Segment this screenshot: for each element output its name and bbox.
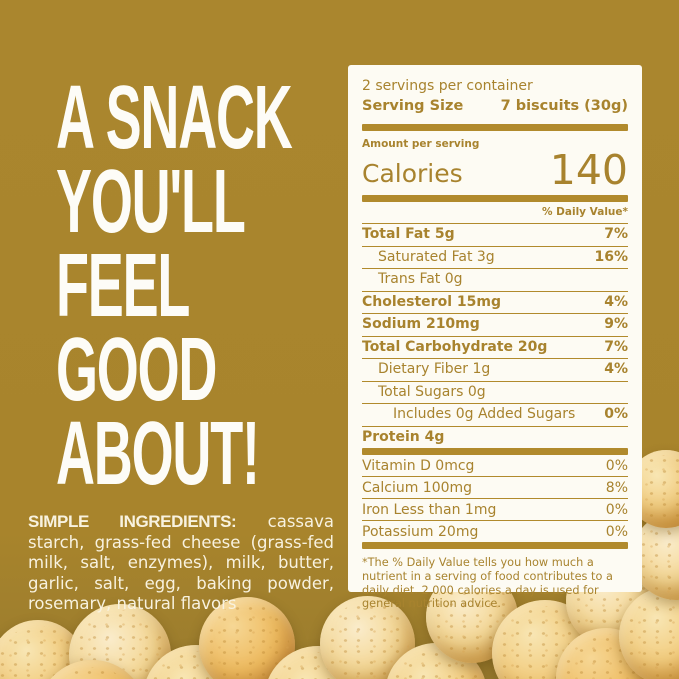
vitamin-row: Potassium 20mg 0% (362, 520, 628, 542)
nutrition-row-label: Dietary Fiber 1g (378, 361, 491, 378)
divider-bar-thick (362, 542, 628, 549)
nutrition-row-value: 4% (604, 361, 628, 378)
nutrition-row: Protein 4g (362, 425, 628, 449)
divider-bar-thick (362, 124, 628, 131)
amount-per-serving-label: Amount per serving (362, 138, 480, 150)
nutrition-row: Trans Fat 0g (362, 268, 628, 291)
nutrition-row: Includes 0g Added Sugars 0% (362, 403, 628, 426)
servings-per-container: 2 servings per container (362, 78, 533, 94)
vitamin-row: Iron Less than 1mg 0% (362, 498, 628, 520)
serving-size-value: 7 biscuits (30g) (500, 98, 628, 114)
divider-bar-thick (362, 195, 628, 202)
nutrition-facts-card: 2 servings per container Serving Size 7 … (348, 65, 642, 610)
nutrition-row-value: 9% (604, 316, 628, 333)
ingredients-label: SIMPLE INGREDIENTS: (28, 512, 237, 531)
nutrition-row: Total Carbohydrate 20g 7% (362, 335, 628, 359)
nutrition-row-label: Sodium 210mg (362, 316, 480, 333)
nutrition-row: Saturated Fat 3g 16% (362, 245, 628, 269)
daily-value-header: % Daily Value* (542, 206, 628, 218)
ingredients-paragraph: SIMPLE INGREDIENTS: cassava starch, gras… (28, 512, 334, 615)
nutrition-row-value: 7% (604, 226, 628, 243)
vitamin-row-value: 0% (605, 523, 628, 540)
biscuit-photo (69, 604, 171, 679)
nutrition-row-label: Total Fat 5g (362, 226, 455, 243)
serving-size-row: Serving Size 7 biscuits (30g) (362, 96, 628, 116)
calories-label: Calories (362, 159, 463, 188)
calories-row: Calories 140 (362, 146, 628, 194)
vitamin-row-label: Calcium 100mg (362, 479, 473, 496)
vitamin-row-label: Potassium 20mg (362, 523, 479, 540)
headline-line: ABOUT! (56, 404, 260, 504)
nutrition-row-label: Cholesterol 15mg (362, 293, 501, 310)
headline-line: FEEL (56, 236, 190, 336)
nutrition-row: Total Fat 5g 7% (362, 223, 628, 246)
nutrition-row: Dietary Fiber 1g 4% (362, 358, 628, 381)
daily-value-footnote: *The % Daily Value tells you how much a … (362, 556, 613, 611)
serving-size-label: Serving Size (362, 98, 464, 114)
nutrition-row: Cholesterol 15mg 4% (362, 290, 628, 314)
ingredients-text: cassava starch, grass-fed cheese (grass-… (28, 512, 335, 614)
nutrition-row-label: Includes 0g Added Sugars (393, 406, 576, 423)
calories-value: 140 (549, 146, 628, 194)
nutrition-row-label: Trans Fat 0g (378, 271, 463, 288)
vitamin-row: Calcium 100mg 8% (362, 476, 628, 498)
nutrition-row-label: Total Carbohydrate 20g (362, 338, 548, 355)
nutrition-row-value: 4% (604, 293, 628, 310)
nutrition-row-label: Total Sugars 0g (378, 383, 486, 400)
nutrition-row: Sodium 210mg 9% (362, 313, 628, 336)
headline-line: GOOD (56, 320, 217, 420)
nutrition-row-value: 16% (594, 248, 628, 265)
nutrition-row: Total Sugars 0g (362, 380, 628, 404)
vitamin-row-label: Iron Less than 1mg (362, 501, 497, 518)
vitamin-row: Vitamin D 0mcg 0% (362, 455, 628, 476)
vitamin-row-label: Vitamin D 0mcg (362, 457, 475, 474)
nutrition-row-value: 0% (604, 406, 628, 423)
nutrition-row-label: Saturated Fat 3g (378, 248, 495, 265)
vitamin-row-value: 0% (605, 501, 628, 518)
nutrition-row-value: 7% (604, 338, 628, 355)
vitamin-row-value: 0% (605, 457, 628, 474)
headline: A SNACK YOU'LL FEEL GOOD ABOUT! (56, 68, 449, 504)
divider-bar-thick (362, 448, 628, 455)
nutrition-row-label: Protein 4g (362, 428, 445, 445)
headline-line: YOU'LL (56, 152, 246, 252)
headline-line: A SNACK (56, 68, 293, 168)
vitamin-row-value: 8% (605, 479, 628, 496)
